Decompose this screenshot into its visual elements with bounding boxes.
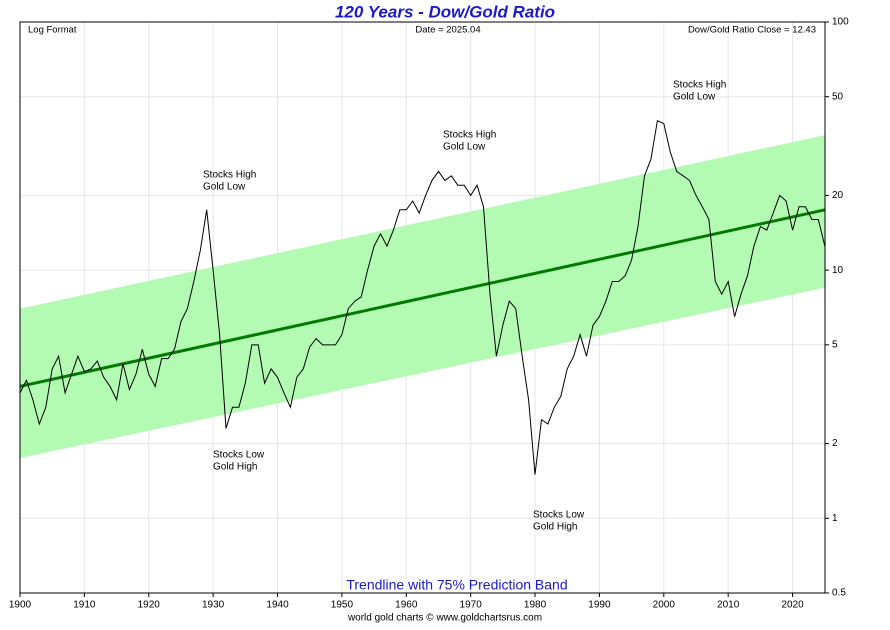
ratio-line [19,119,826,475]
x-tick-label: 2010 [717,600,740,611]
corner-label: Log Format [28,25,77,36]
annotation: Stocks High [443,130,496,141]
annotation: Gold High [533,522,577,533]
y-tick-label: 20 [832,190,844,201]
annotation: Gold Low [203,182,246,193]
annotation: Stocks High [673,80,726,91]
y-tick-label: 1 [832,513,838,524]
x-tick-label: 1980 [524,600,547,611]
annotation: Gold Low [673,92,716,103]
x-tick-label: 1930 [202,600,225,611]
x-tick-label: 1910 [73,600,96,611]
x-tick-label: 1950 [331,600,354,611]
x-tick-label: 2000 [653,600,676,611]
chart-title: 120 Years - Dow/Gold Ratio [335,2,555,21]
annotation: Stocks Low [213,450,265,461]
x-tick-label: 2020 [781,600,804,611]
annotation: Stocks Low [533,510,585,521]
annotation: Stocks High [203,170,256,181]
corner-label: Dow/Gold Ratio Close = 12.43 [688,25,816,36]
corner-label: Date = 2025.04 [415,25,480,36]
y-tick-label: 2 [832,438,838,449]
x-tick-label: 1970 [460,600,483,611]
annotation: Gold Low [443,142,486,153]
y-tick-label: 0.5 [832,588,846,599]
y-tick-label: 50 [832,91,844,102]
x-tick-label: 1940 [266,600,289,611]
annotation: Gold High [213,462,257,473]
footer: world gold charts © www.goldchartsrus.co… [347,613,542,624]
x-tick-label: 1960 [395,600,418,611]
trendline [19,208,826,388]
y-tick-label: 100 [832,17,849,28]
x-tick-label: 1920 [138,600,161,611]
y-tick-label: 5 [832,339,838,350]
plot-border [19,21,826,594]
x-tick-label: 1990 [588,600,611,611]
x-tick-label: 1900 [9,600,32,611]
y-tick-label: 10 [832,265,844,276]
trendline-label: Trendline with 75% Prediction Band [346,577,567,593]
